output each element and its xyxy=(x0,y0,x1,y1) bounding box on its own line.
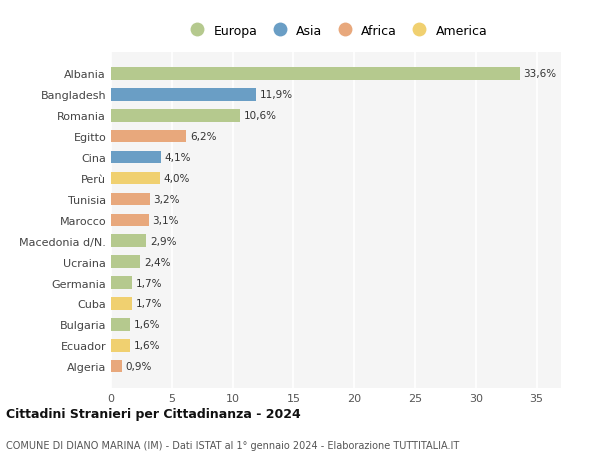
Text: 6,2%: 6,2% xyxy=(190,132,217,142)
Bar xyxy=(111,277,131,289)
Text: 0,9%: 0,9% xyxy=(125,361,152,371)
Text: 4,0%: 4,0% xyxy=(163,174,190,184)
Text: 1,6%: 1,6% xyxy=(134,341,161,351)
Text: 2,4%: 2,4% xyxy=(144,257,170,267)
Text: Cittadini Stranieri per Cittadinanza - 2024: Cittadini Stranieri per Cittadinanza - 2… xyxy=(6,407,301,420)
Bar xyxy=(111,214,149,227)
Bar xyxy=(111,89,256,101)
Bar xyxy=(111,360,122,373)
Text: 3,1%: 3,1% xyxy=(152,215,179,225)
Bar xyxy=(111,151,161,164)
Bar xyxy=(111,297,131,310)
Bar xyxy=(111,193,150,206)
Bar xyxy=(111,319,130,331)
Legend: Europa, Asia, Africa, America: Europa, Asia, Africa, America xyxy=(182,22,490,40)
Text: 11,9%: 11,9% xyxy=(259,90,293,100)
Text: 1,7%: 1,7% xyxy=(136,278,162,288)
Bar xyxy=(111,235,146,247)
Text: 3,2%: 3,2% xyxy=(154,195,180,204)
Text: 1,7%: 1,7% xyxy=(136,299,162,309)
Text: COMUNE DI DIANO MARINA (IM) - Dati ISTAT al 1° gennaio 2024 - Elaborazione TUTTI: COMUNE DI DIANO MARINA (IM) - Dati ISTAT… xyxy=(6,440,459,450)
Bar xyxy=(111,256,140,269)
Text: 1,6%: 1,6% xyxy=(134,319,161,330)
Text: 33,6%: 33,6% xyxy=(523,69,556,79)
Bar xyxy=(111,131,187,143)
Text: 10,6%: 10,6% xyxy=(244,111,277,121)
Bar xyxy=(111,172,160,185)
Text: 4,1%: 4,1% xyxy=(164,153,191,163)
Bar xyxy=(111,339,130,352)
Bar xyxy=(111,68,520,80)
Text: 2,9%: 2,9% xyxy=(150,236,176,246)
Bar xyxy=(111,110,240,122)
